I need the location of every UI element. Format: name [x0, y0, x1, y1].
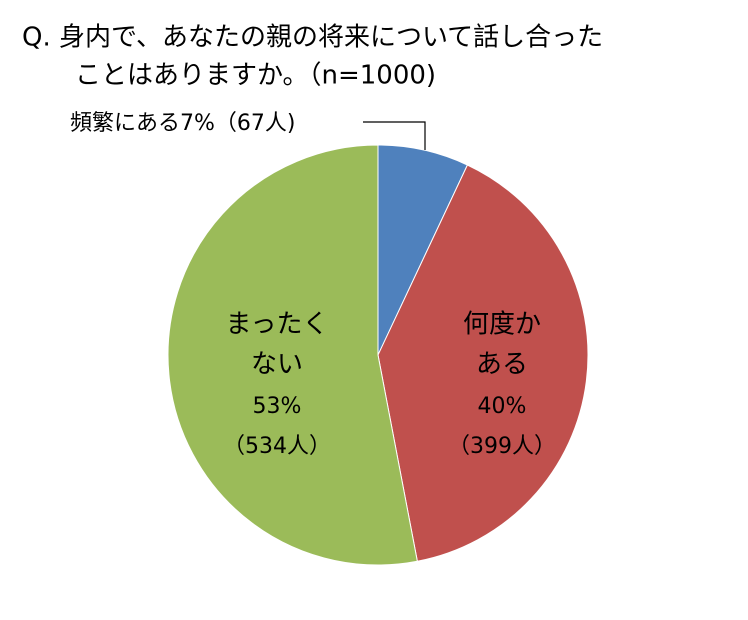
value-label: 7%: [180, 111, 215, 136]
leader-line: [363, 121, 426, 150]
chart-title: ことはありますか。（n=1000): [75, 61, 436, 91]
count-label: （67人): [215, 111, 296, 136]
pie-slice: [167, 144, 418, 566]
category-label: 何度か: [463, 310, 541, 340]
category-label: まったく: [226, 310, 329, 340]
data-label: 頻繁にある7%（67人): [70, 111, 296, 136]
chart-title: Q. 身内で、あなたの親の将来について話し合った: [22, 23, 603, 53]
count-label: （534人）: [223, 434, 331, 459]
category-label: ない: [251, 350, 303, 380]
value-label: 53%: [253, 394, 302, 419]
pie-slice: [377, 164, 589, 562]
count-label: （399人）: [448, 434, 556, 459]
category-label: 頻繁にある: [70, 111, 180, 136]
category-label: ある: [476, 350, 528, 380]
value-label: 40%: [478, 394, 527, 419]
